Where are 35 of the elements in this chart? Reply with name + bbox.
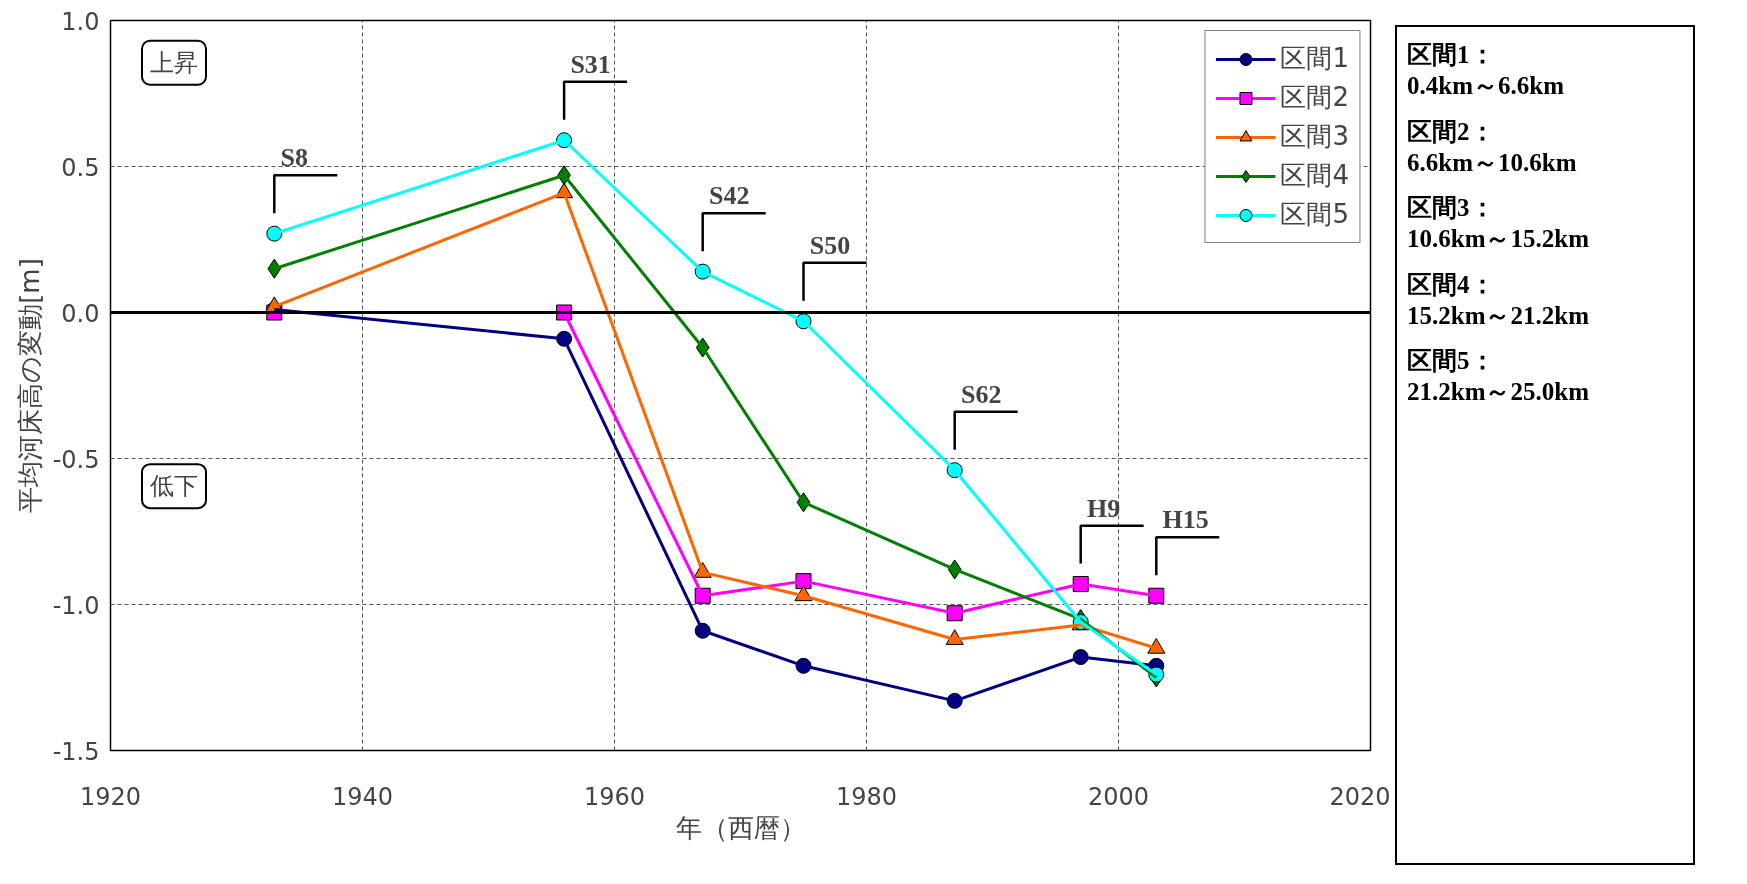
- legend-label: 区間2: [1280, 81, 1349, 114]
- legend-label: 区間4: [1280, 159, 1349, 192]
- x-tick-label: 1980: [835, 782, 898, 811]
- x-tick-label: 1960: [583, 782, 646, 811]
- annotation: S31: [570, 49, 611, 79]
- x-tick-label: 2020: [1329, 782, 1391, 811]
- point: [267, 258, 282, 279]
- text: 区間1： 0.4km～6.6km: [1407, 40, 1565, 102]
- annotation: 低下: [150, 472, 198, 501]
- text: 区間5： 21.2km～25.0km: [1407, 346, 1589, 408]
- y-tick-label: -0.5: [52, 445, 100, 474]
- y-axis-title: 平均河床高の変動[m]: [14, 258, 45, 513]
- annotation: S50: [809, 230, 851, 260]
- y-tick-label: 0.0: [61, 299, 100, 328]
- annotation: H9: [1087, 493, 1121, 523]
- point: [1148, 587, 1165, 604]
- text: 区間4： 15.2km～21.2km: [1407, 269, 1589, 331]
- annotation: S42: [709, 181, 750, 211]
- x-axis-title: 年（西暦）: [675, 812, 806, 843]
- annotation: 上昇: [150, 48, 198, 77]
- legend-label: 区間1: [1280, 42, 1349, 75]
- legend-label: 区間5: [1280, 198, 1349, 231]
- y-tick-label: -1.0: [52, 591, 100, 620]
- legend-label: 区間3: [1280, 120, 1349, 153]
- y-tick-label: 0.5: [61, 153, 100, 182]
- annotation: S8: [280, 143, 309, 173]
- x-tick-label: 2000: [1087, 782, 1150, 811]
- text: 区間3： 10.6km～15.2km: [1407, 193, 1589, 255]
- annotation: H15: [1162, 505, 1209, 535]
- text: 区間2： 6.6km～10.6km: [1407, 116, 1578, 178]
- annotation: S62: [961, 379, 1002, 409]
- y-tick-label: -1.5: [52, 737, 100, 766]
- y-tick-label: 1.0: [61, 7, 100, 36]
- x-tick-label: 1920: [79, 782, 142, 811]
- x-tick-label: 1940: [331, 782, 394, 811]
